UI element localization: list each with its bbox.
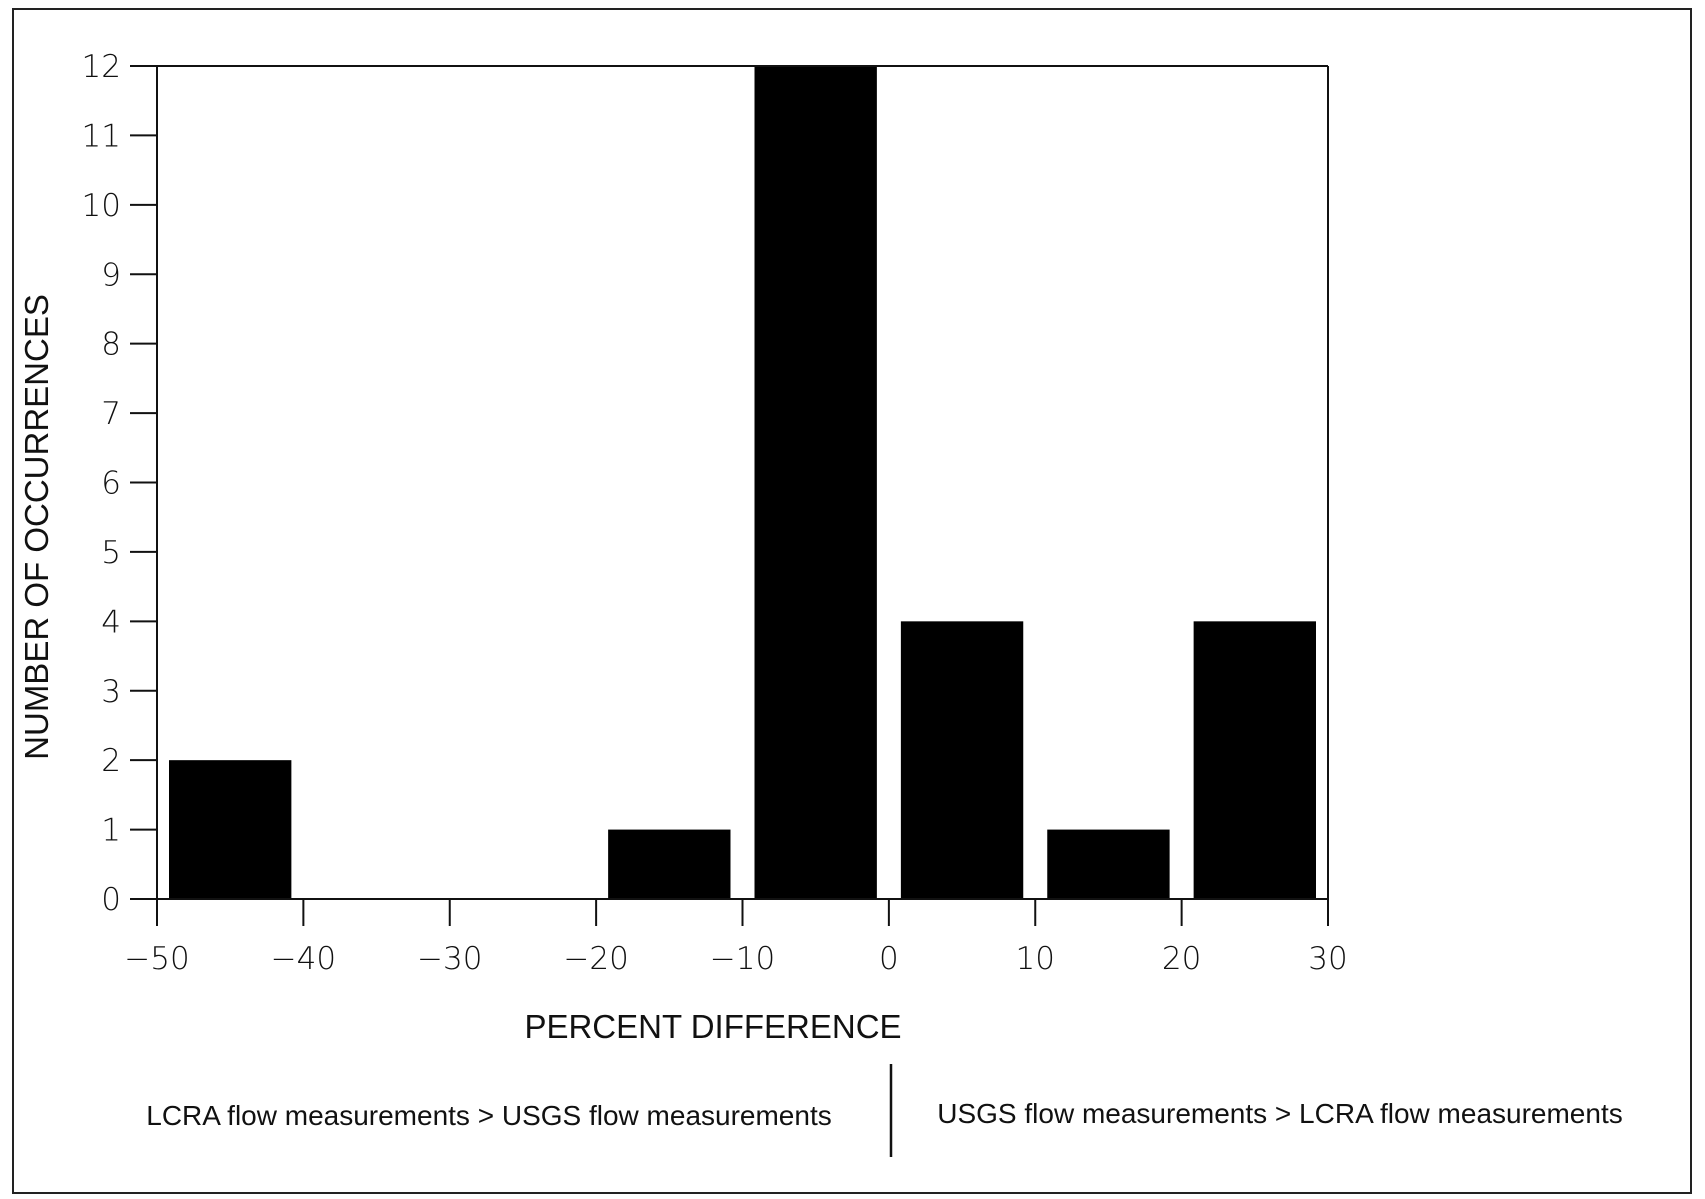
x-tick-label-8: 30 <box>1308 941 1347 977</box>
x-tick-label-1: −40 <box>271 941 336 977</box>
axes-group <box>156 65 1329 900</box>
bars-group <box>169 66 1316 899</box>
y-tick-label-9: 9 <box>101 257 121 293</box>
x-tick-label-5: 0 <box>879 941 899 977</box>
x-tick-label-7: 20 <box>1162 941 1201 977</box>
bar-0 <box>169 760 292 899</box>
x-tick-label-6: 10 <box>1016 941 1055 977</box>
bar-5 <box>900 621 1024 899</box>
x-tick-label-0: −50 <box>124 941 189 977</box>
bar-7 <box>1193 621 1316 899</box>
y-tick-label-5: 5 <box>101 535 121 571</box>
x-tick-label-3: −20 <box>563 941 628 977</box>
y-tick-label-3: 3 <box>101 674 121 710</box>
x-tick-label-4: −10 <box>710 941 775 977</box>
y-tick-label-11: 11 <box>82 118 121 154</box>
annotation-left: LCRA flow measurements > USGS flow measu… <box>146 1100 831 1131</box>
y-tick-label-1: 1 <box>101 813 121 849</box>
bar-3 <box>608 829 731 899</box>
y-tick-label-12: 12 <box>82 49 121 85</box>
y-tick-label-8: 8 <box>101 327 121 363</box>
bar-6 <box>1047 829 1170 899</box>
x-axis-title: PERCENT DIFFERENCE <box>524 1008 901 1045</box>
x-ticks-group: −50 −40 −30 −20 −10 0 10 20 30 <box>124 899 1348 977</box>
y-tick-label-0: 0 <box>101 882 121 918</box>
y-tick-label-2: 2 <box>101 743 121 779</box>
figure-frame <box>12 8 1692 1194</box>
bar-4 <box>754 66 877 899</box>
annotation-right: USGS flow measurements > LCRA flow measu… <box>937 1098 1622 1129</box>
y-tick-label-10: 10 <box>82 188 121 224</box>
y-tick-label-7: 7 <box>101 396 121 432</box>
y-tick-label-6: 6 <box>101 466 121 502</box>
y-axis-title: NUMBER OF OCCURRENCES <box>18 294 55 760</box>
y-tick-label-4: 4 <box>101 604 121 640</box>
x-tick-label-2: −30 <box>417 941 482 977</box>
